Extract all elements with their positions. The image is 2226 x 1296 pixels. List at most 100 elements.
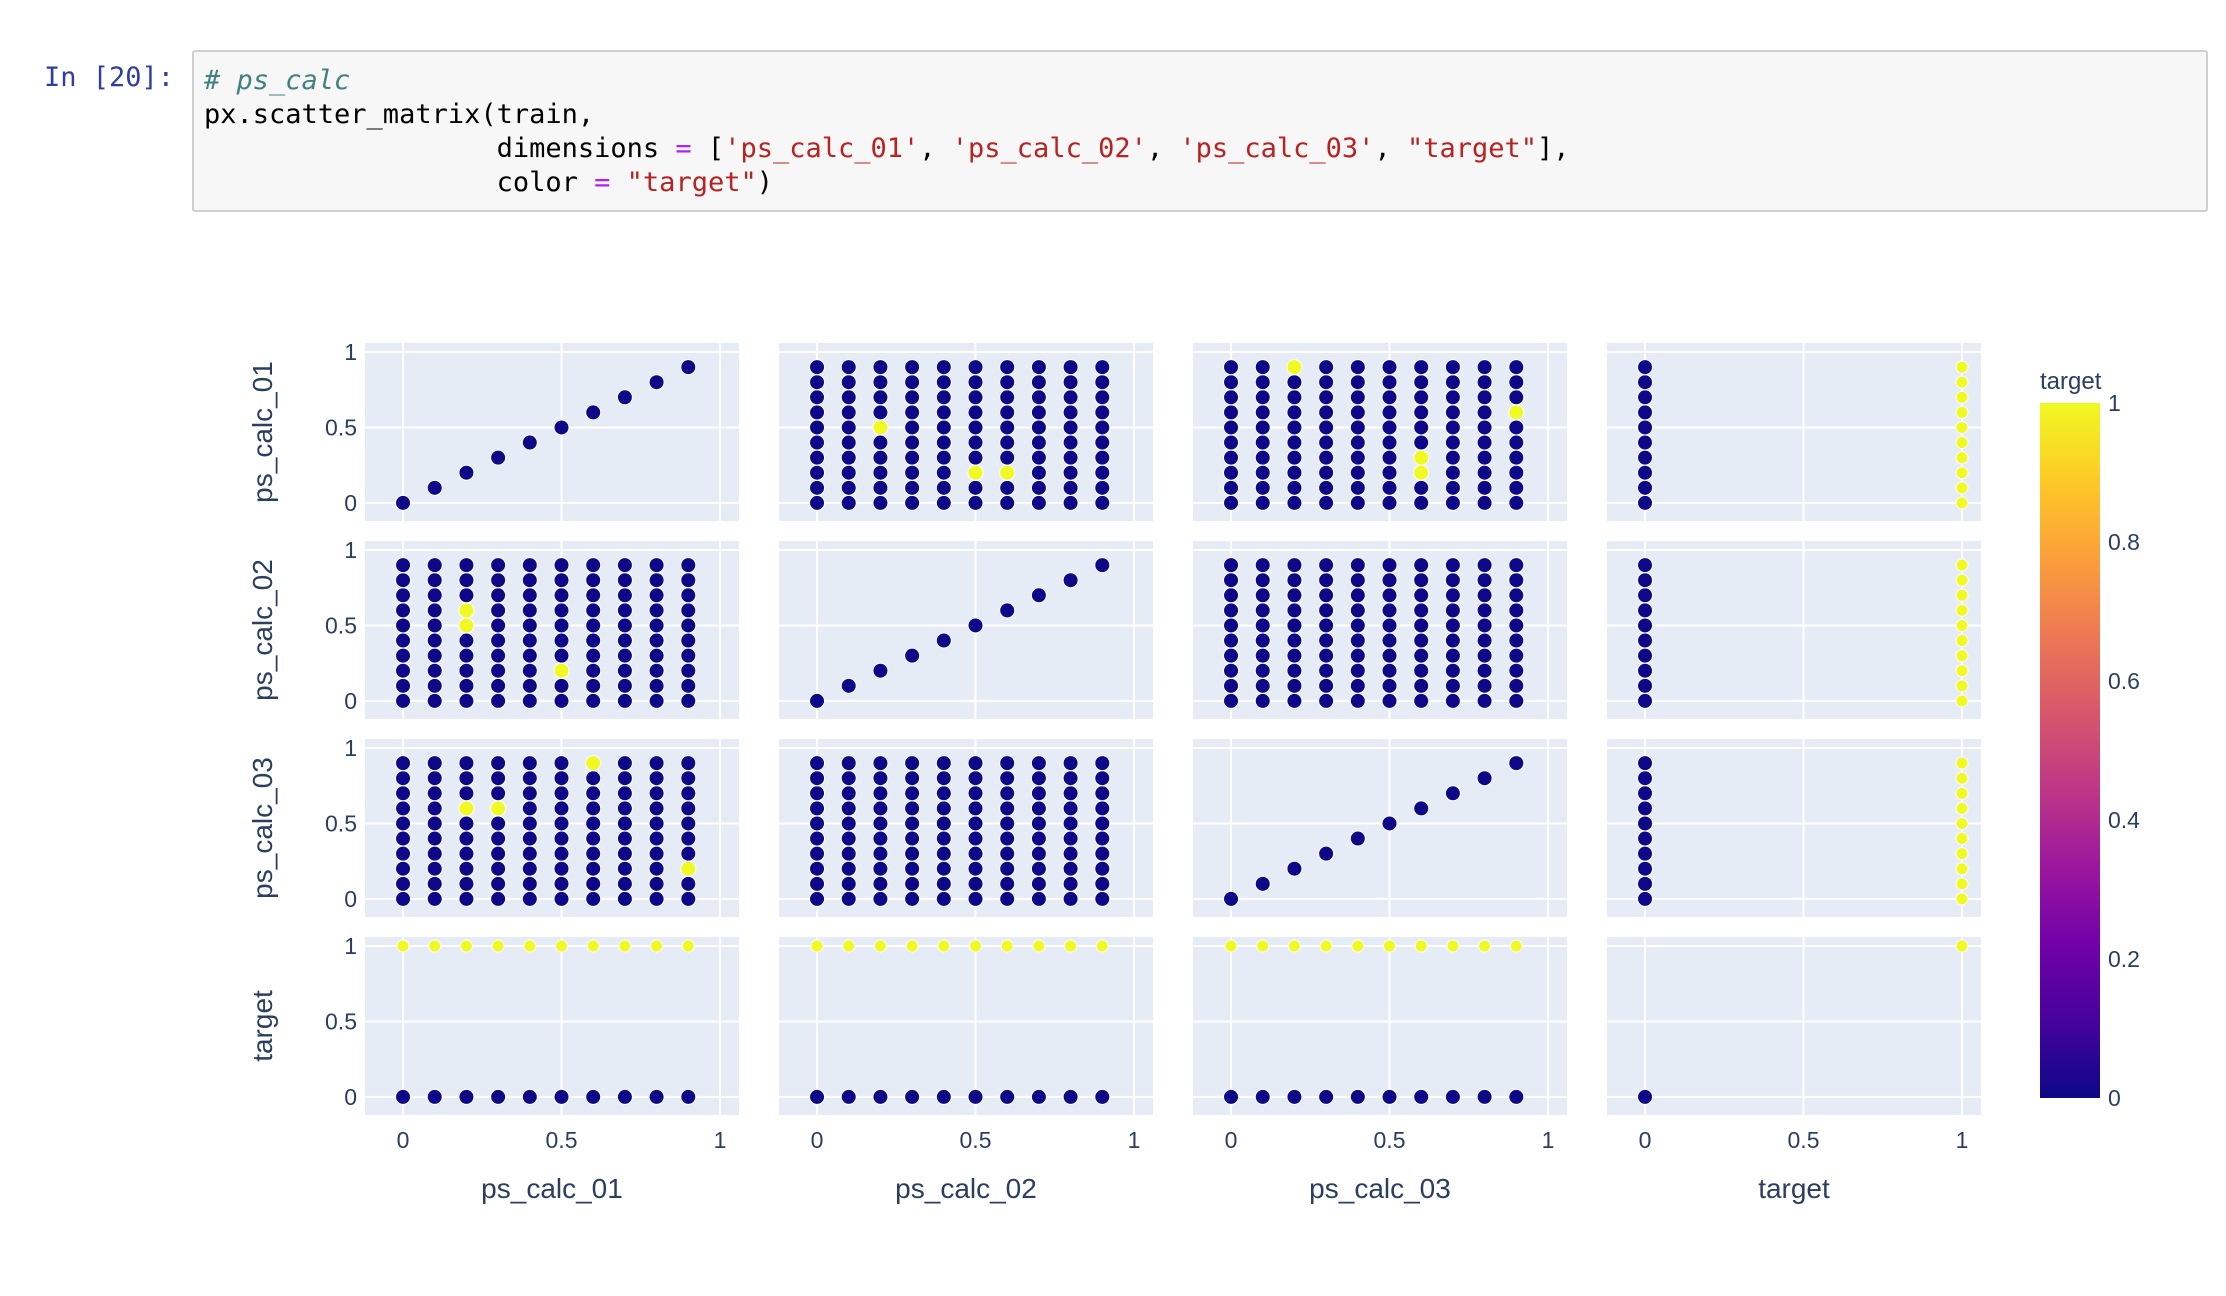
data-point xyxy=(904,434,921,451)
data-point xyxy=(809,419,826,436)
data-point xyxy=(521,662,538,679)
data-point xyxy=(428,939,442,953)
y-tick-label: 0 xyxy=(344,1084,357,1110)
data-point xyxy=(458,464,475,481)
data-point xyxy=(1349,404,1366,421)
data-point xyxy=(426,770,443,787)
data-point xyxy=(490,755,507,772)
data-point xyxy=(490,587,507,604)
data-point xyxy=(1381,557,1398,574)
data-point xyxy=(1381,632,1398,649)
data-point xyxy=(904,494,921,511)
data-point xyxy=(1476,374,1493,391)
data-point xyxy=(967,449,984,466)
data-point xyxy=(553,800,570,817)
data-point xyxy=(1508,494,1525,511)
data-point xyxy=(1381,374,1398,391)
data-point xyxy=(1349,617,1366,634)
data-point xyxy=(680,647,697,664)
data-point xyxy=(1476,617,1493,634)
data-point xyxy=(1349,449,1366,466)
data-point xyxy=(458,890,475,907)
subplot-ps_calc_02-vs-ps_calc_03 xyxy=(1193,541,1567,719)
data-point xyxy=(1030,755,1047,772)
data-point xyxy=(395,815,412,832)
data-point xyxy=(585,587,602,604)
code-line-4-start: color xyxy=(204,167,595,198)
data-point xyxy=(1476,404,1493,421)
data-point xyxy=(490,800,507,817)
data-point xyxy=(967,617,984,634)
data-point xyxy=(809,770,826,787)
data-point xyxy=(1444,464,1461,481)
data-point xyxy=(521,845,538,862)
data-point xyxy=(809,374,826,391)
data-point xyxy=(1223,389,1240,406)
subplot-background xyxy=(1607,343,1981,521)
data-point xyxy=(585,677,602,694)
data-point xyxy=(1381,662,1398,679)
data-point xyxy=(999,845,1016,862)
data-point xyxy=(999,419,1016,436)
data-point xyxy=(648,602,665,619)
data-point xyxy=(1062,449,1079,466)
data-point xyxy=(1349,572,1366,589)
data-point xyxy=(840,494,857,511)
data-point xyxy=(616,755,633,772)
code-text: # ps_calc px.scatter_matrix(train, dimen… xyxy=(194,52,2206,200)
data-point xyxy=(395,755,412,772)
data-point xyxy=(521,572,538,589)
data-point xyxy=(1254,602,1271,619)
data-point xyxy=(999,494,1016,511)
x-axis-title: ps_calc_01 xyxy=(481,1173,623,1204)
data-point xyxy=(490,692,507,709)
data-point xyxy=(904,449,921,466)
data-point xyxy=(1413,647,1430,664)
data-point xyxy=(521,1088,538,1105)
data-point xyxy=(585,815,602,832)
data-point xyxy=(1094,845,1111,862)
data-point xyxy=(459,939,473,953)
data-point xyxy=(872,890,889,907)
data-point xyxy=(1318,449,1335,466)
data-point xyxy=(1444,359,1461,376)
code-string: 'ps_calc_03' xyxy=(1179,133,1375,164)
data-point xyxy=(935,875,952,892)
data-point xyxy=(1476,494,1493,511)
data-point xyxy=(553,845,570,862)
data-point xyxy=(1030,785,1047,802)
data-point xyxy=(426,860,443,877)
data-point xyxy=(1413,359,1430,376)
data-point xyxy=(1476,770,1493,787)
data-point xyxy=(1254,662,1271,679)
data-point xyxy=(616,830,633,847)
subplot-ps_calc_01-vs-target xyxy=(1607,343,1981,521)
data-point xyxy=(648,1088,665,1105)
data-point xyxy=(1476,662,1493,679)
data-point xyxy=(553,677,570,694)
data-point xyxy=(1318,617,1335,634)
data-point xyxy=(904,464,921,481)
data-point xyxy=(967,374,984,391)
data-point xyxy=(1955,877,1969,891)
data-point xyxy=(904,359,921,376)
data-point xyxy=(1508,647,1525,664)
data-point xyxy=(1286,374,1303,391)
data-point xyxy=(1508,632,1525,649)
data-point xyxy=(1062,494,1079,511)
data-point xyxy=(904,647,921,664)
data-point xyxy=(809,890,826,907)
cell-prompt: In [20]: xyxy=(44,62,175,93)
code-cell[interactable]: # ps_calc px.scatter_matrix(train, dimen… xyxy=(192,50,2208,212)
data-point xyxy=(395,785,412,802)
data-point xyxy=(1318,494,1335,511)
data-point xyxy=(648,632,665,649)
data-point xyxy=(904,755,921,772)
data-point xyxy=(999,602,1016,619)
data-point xyxy=(840,374,857,391)
data-point xyxy=(810,939,824,953)
data-point xyxy=(1508,419,1525,436)
data-point xyxy=(967,755,984,772)
data-point xyxy=(1286,557,1303,574)
